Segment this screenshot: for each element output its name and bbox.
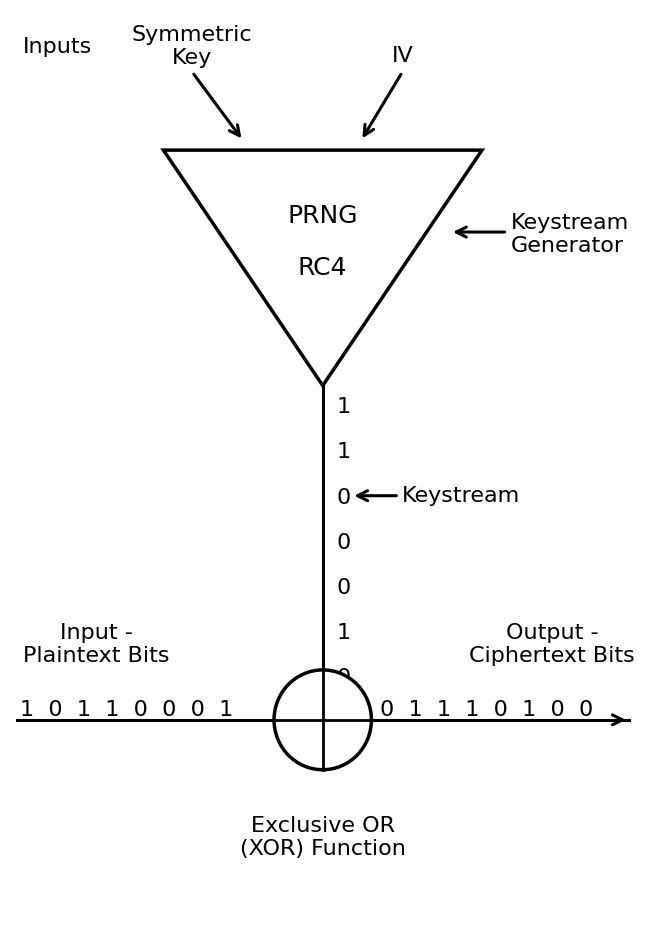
Text: 0: 0: [337, 487, 351, 507]
Polygon shape: [163, 150, 482, 386]
Text: PRNG: PRNG: [287, 204, 358, 228]
Text: 1: 1: [337, 623, 351, 643]
Text: Keystream
Generator: Keystream Generator: [511, 214, 629, 256]
Text: 1: 1: [337, 397, 351, 417]
Text: Keystream: Keystream: [403, 485, 521, 505]
Text: Symmetric
Key: Symmetric Key: [132, 25, 252, 68]
Text: RC4: RC4: [298, 256, 347, 280]
Text: Input -
Plaintext Bits: Input - Plaintext Bits: [23, 623, 170, 666]
Text: 1  0  1  1  0  0  0  1: 1 0 1 1 0 0 0 1: [20, 700, 233, 720]
Text: IV: IV: [391, 46, 413, 66]
Text: 0: 0: [337, 669, 351, 689]
Text: 0: 0: [337, 533, 351, 553]
Text: 1: 1: [337, 443, 351, 463]
Text: 1: 1: [337, 713, 351, 733]
Text: Output -
Ciphertext Bits: Output - Ciphertext Bits: [469, 623, 635, 666]
Ellipse shape: [274, 670, 372, 770]
Text: Exclusive OR
(XOR) Function: Exclusive OR (XOR) Function: [240, 816, 406, 859]
Text: 0  1  1  1  0  1  0  0: 0 1 1 1 0 1 0 0: [380, 700, 593, 720]
Text: Inputs: Inputs: [23, 36, 92, 57]
Text: 0: 0: [337, 578, 351, 598]
